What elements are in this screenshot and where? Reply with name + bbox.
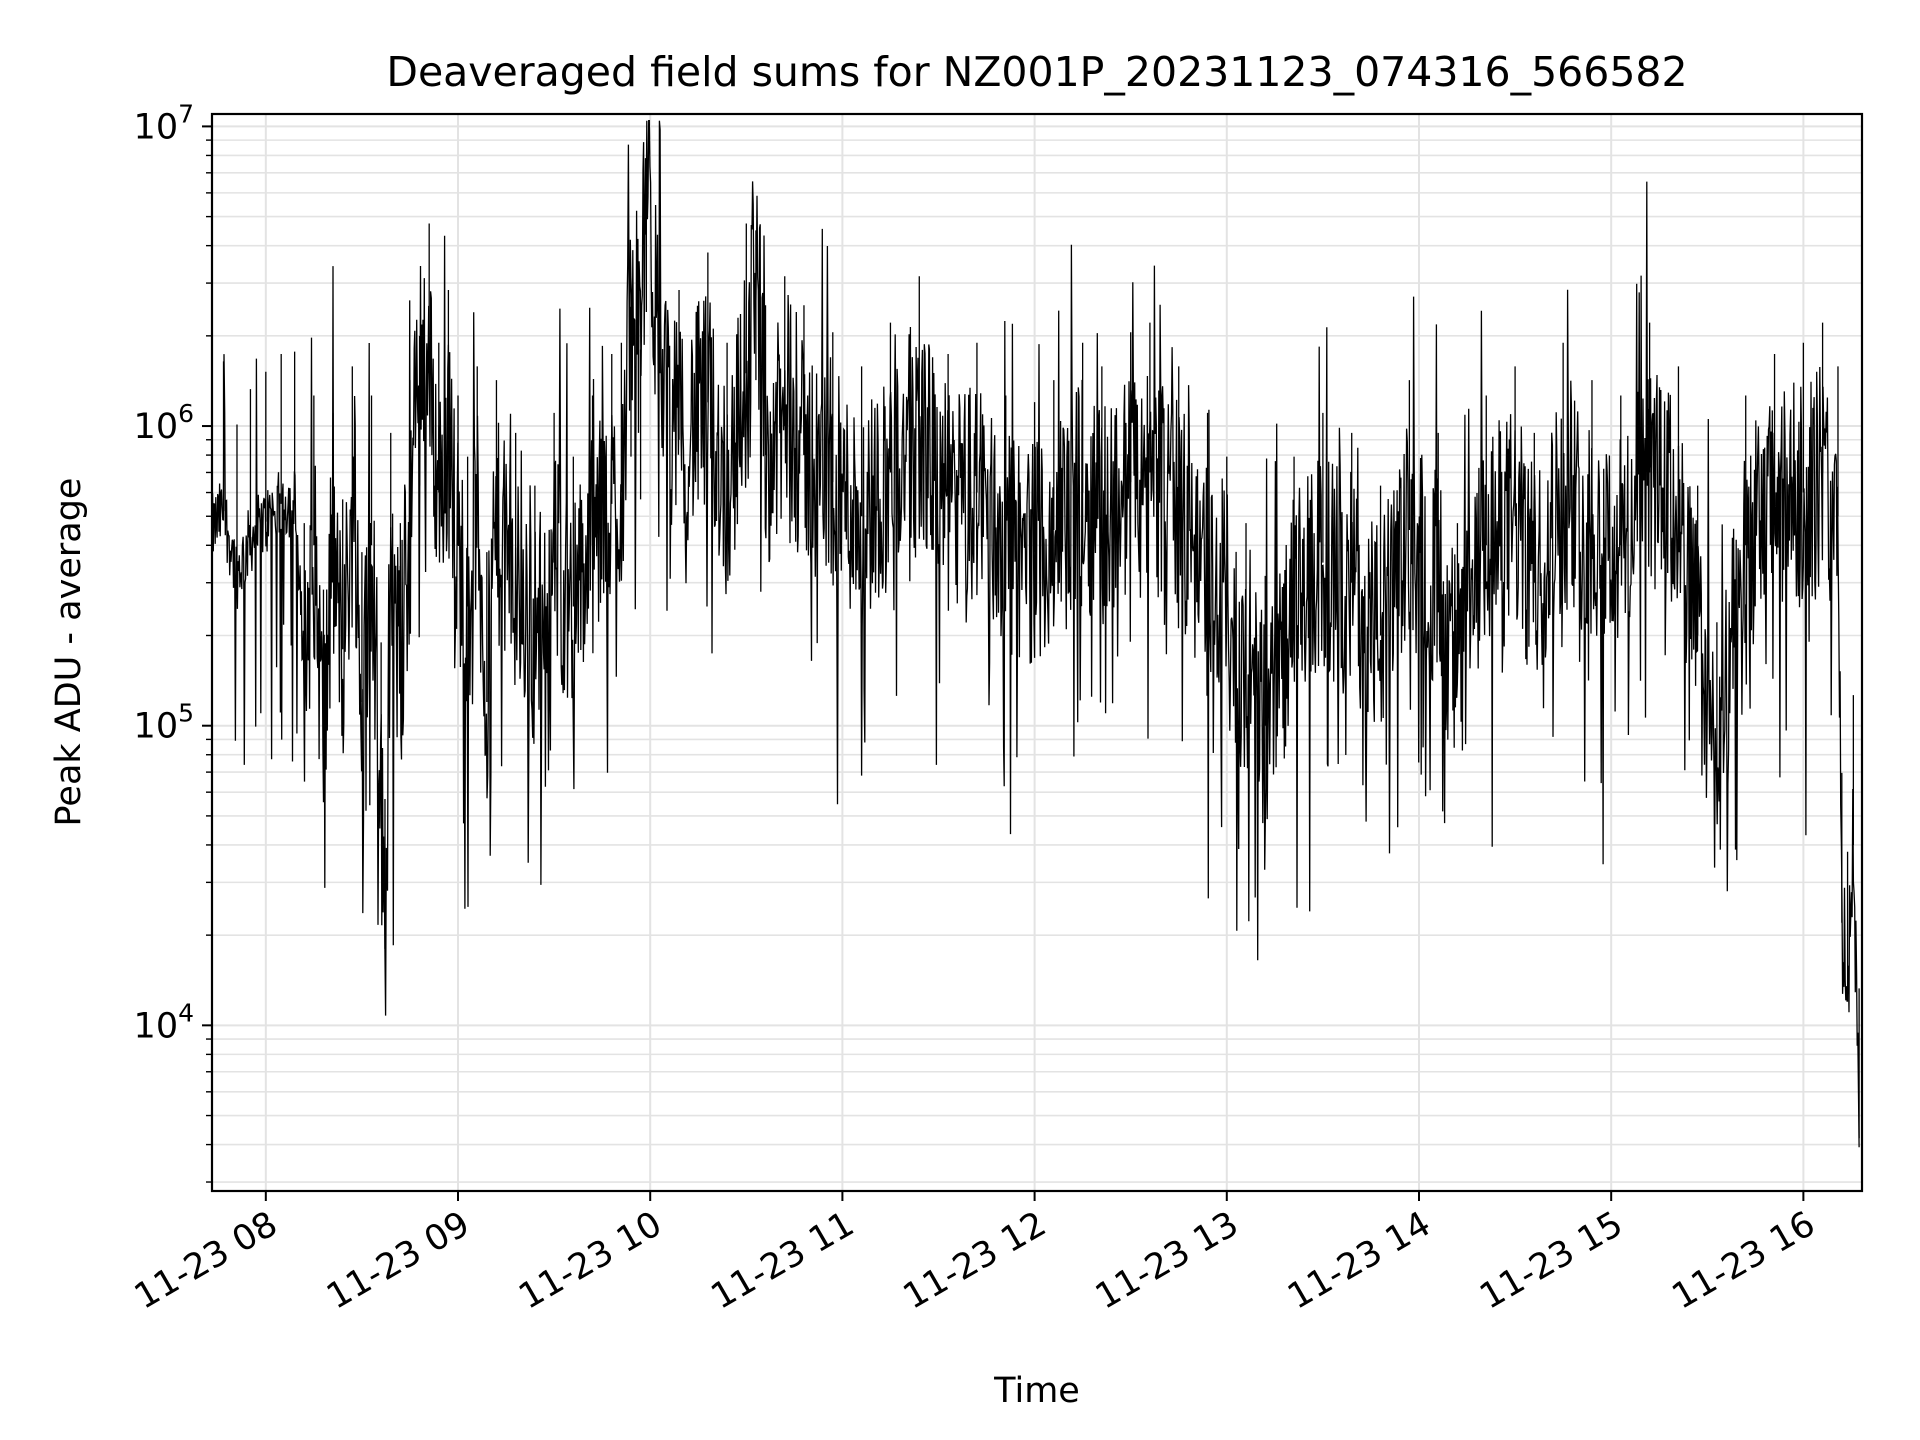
y-tick-exponent: 7	[178, 99, 194, 128]
plot-area	[211, 120, 1860, 1148]
y-axis-label: Peak ADU - average	[49, 478, 89, 827]
plot-frame	[210, 112, 1864, 1193]
series-line	[211, 120, 1860, 1148]
y-tick-base: 10	[134, 407, 179, 447]
y-tick-label: 104	[134, 998, 194, 1046]
y-tick-label: 107	[134, 99, 194, 147]
x-axis-label: Time	[993, 1371, 1080, 1411]
y-tick-exponent: 6	[178, 399, 194, 428]
y-tick-exponent: 4	[178, 998, 194, 1027]
y-tick-label: 105	[134, 699, 194, 747]
y-tick-exponent: 5	[178, 699, 194, 728]
chart-title: Deaveraged field sums for NZ001P_2023112…	[386, 48, 1687, 96]
y-tick-label: 106	[134, 399, 194, 447]
axis-ticks	[202, 125, 1805, 1201]
y-tick-base: 10	[134, 707, 179, 747]
y-tick-base: 10	[134, 1006, 179, 1046]
y-tick-base: 10	[134, 107, 179, 147]
